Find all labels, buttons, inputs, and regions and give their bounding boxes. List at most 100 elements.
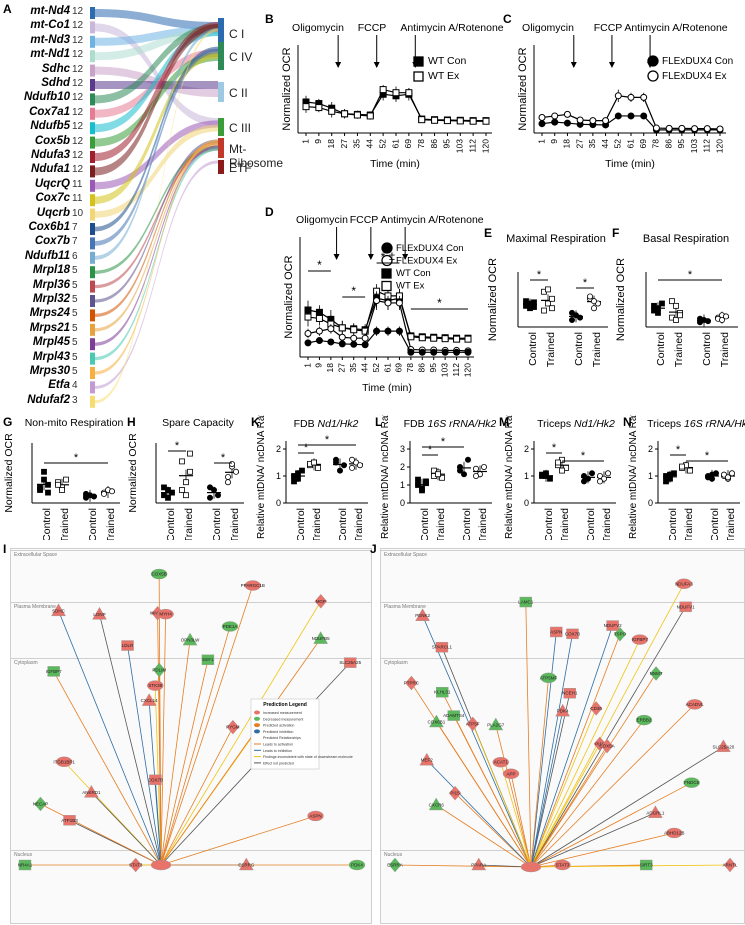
gene-label: Mrpl32 <box>32 293 70 305</box>
network-legend-item: Leads to activation <box>263 743 293 747</box>
network-node <box>649 666 663 681</box>
network-node <box>157 608 174 620</box>
category-label: ETF <box>229 161 252 175</box>
data-point <box>465 456 472 463</box>
data-point <box>361 327 369 335</box>
data-point <box>687 467 693 474</box>
injection-arrow <box>608 62 615 68</box>
gene-node <box>90 352 95 365</box>
network-edge <box>422 615 532 868</box>
network-node-label: IGFBP7 <box>632 637 649 642</box>
data-point <box>207 484 214 491</box>
x-tick-label: 120 <box>480 139 490 153</box>
network-edge <box>530 719 645 868</box>
data-point <box>614 92 622 100</box>
network-node <box>436 687 449 698</box>
gene-label: Sdhd <box>41 77 70 89</box>
network-edge <box>530 812 656 868</box>
title-part: 16S rRNA/Hk2 <box>428 418 496 430</box>
sankey-flow <box>95 147 218 289</box>
network-node-label: ERBB2 <box>637 718 652 723</box>
gene-node <box>90 251 95 264</box>
data-point <box>304 313 312 321</box>
gene-label: Mrpl36 <box>32 278 70 291</box>
network-node-label: NDUFV2 <box>604 623 622 628</box>
gene-label: Sdhc <box>41 62 70 75</box>
network-edge <box>530 633 573 868</box>
sig-marker: * <box>317 258 322 272</box>
x-tick-label: 1 <box>302 363 312 368</box>
network-legend-box <box>250 698 320 770</box>
data-point <box>473 465 480 472</box>
x-tick-label: 52 <box>613 139 623 149</box>
network-node-label: STK39 <box>148 683 162 688</box>
chart-title: Non-mito Respiration <box>25 417 124 429</box>
network-node <box>344 657 357 668</box>
network-node-label: KLHL31 <box>434 690 451 695</box>
network-node <box>593 736 607 752</box>
network-node <box>683 777 700 788</box>
network-node-label: STAT3 <box>556 863 570 868</box>
y-tick-label: 0 <box>400 498 405 508</box>
sig-marker: * <box>581 450 586 462</box>
data-point <box>161 484 167 491</box>
chart-title: FDB Nd1/Hk2 <box>294 418 359 430</box>
sankey-flow <box>95 23 218 126</box>
data-point <box>441 335 449 343</box>
data-point <box>418 348 426 356</box>
data-point <box>591 305 598 312</box>
network-node-label: EEF1 <box>202 657 214 662</box>
group-label: Trained <box>601 508 613 540</box>
network-legend-title: Prediction Legend <box>263 702 307 708</box>
data-point <box>652 124 660 132</box>
injection-label: Oligomycin <box>296 214 348 226</box>
gene-count: 5 <box>72 337 78 349</box>
y-axis-title: Normalized OCR <box>281 47 293 130</box>
gene-node <box>90 237 95 250</box>
gene-node <box>90 179 95 192</box>
y-tick-label: 0 <box>276 498 281 508</box>
data-point <box>225 479 232 486</box>
sankey-flow <box>95 28 218 260</box>
group-label: Control <box>701 332 713 366</box>
network-node <box>34 796 47 812</box>
data-point <box>315 337 323 345</box>
y-tick-label: 0 <box>648 498 653 508</box>
data-point <box>469 117 477 125</box>
data-point <box>41 468 47 475</box>
gene-count: 12 <box>72 150 84 161</box>
gene-label: Mrpl43 <box>32 350 70 363</box>
gene-label: Cox7b <box>34 235 70 248</box>
network-node-label: NDUFV1 <box>677 604 695 609</box>
data-point <box>589 470 596 477</box>
gene-count: 3 <box>72 394 78 406</box>
x-tick-label: 103 <box>455 139 465 153</box>
network-edge <box>530 711 564 868</box>
network-edge <box>530 704 695 868</box>
data-point <box>349 464 356 471</box>
gene-count: 12 <box>72 106 84 118</box>
spare-capacity-chart: Spare Capacity Normalized OCR Control Train… <box>127 417 244 543</box>
network-node <box>55 756 73 767</box>
group-label: Control <box>709 508 721 540</box>
data-point <box>585 475 592 482</box>
network-node-label: ABHD12B <box>664 830 685 835</box>
data-point <box>679 463 685 470</box>
network-node-label: NNMT <box>650 671 663 676</box>
network-node <box>47 666 60 677</box>
gene-label: Ndufa1 <box>31 163 70 176</box>
legend-marker <box>647 55 659 67</box>
data-point <box>729 470 736 477</box>
network-node-label: PPARA <box>471 863 486 868</box>
data-point <box>91 493 98 500</box>
data-point <box>357 462 364 469</box>
data-point <box>373 297 381 305</box>
network-node-label: OPN3LW <box>181 638 200 643</box>
data-point <box>563 119 571 127</box>
data-point <box>559 467 565 474</box>
network-node <box>152 662 166 678</box>
chart-title: Spare Capacity <box>162 417 235 429</box>
data-point <box>725 474 732 481</box>
data-point <box>589 117 597 125</box>
data-point <box>431 116 439 124</box>
